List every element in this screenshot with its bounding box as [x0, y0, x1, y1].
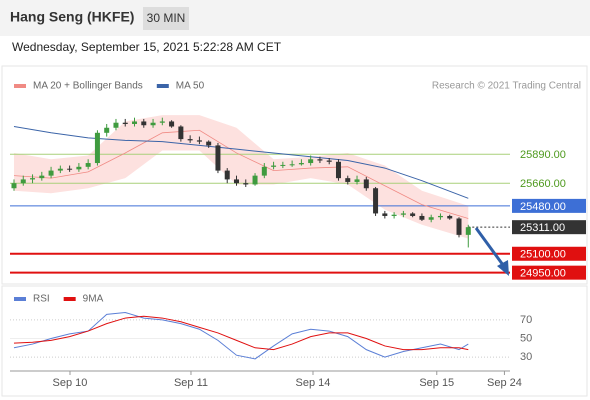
- y-tick-label: 70: [520, 314, 532, 326]
- candle-body: [113, 122, 119, 128]
- candle-body: [465, 227, 471, 235]
- candle-body: [11, 183, 17, 189]
- level-label-box: [512, 198, 586, 213]
- candle-body: [215, 145, 221, 171]
- price-panel: [1, 65, 588, 285]
- rsi-line: [13, 315, 469, 351]
- forecast-arrow: [474, 227, 505, 266]
- candle-body: [335, 161, 341, 179]
- candle-body: [206, 141, 212, 146]
- candle-body: [196, 140, 202, 142]
- candle-body: [410, 213, 416, 216]
- candle-body: [141, 121, 147, 126]
- legend-swatch: [14, 297, 26, 301]
- candle-body: [289, 164, 295, 166]
- level-label-box: [512, 220, 586, 235]
- candle-body: [233, 179, 239, 184]
- level-label-box: [512, 246, 586, 261]
- candle-body: [447, 215, 453, 219]
- candle-body: [85, 163, 91, 167]
- level-label: 25100.00: [520, 249, 566, 261]
- legend-swatch: [156, 84, 169, 88]
- candle-body: [67, 168, 73, 170]
- datetime: Wednesday, September 15, 2021 5:22:28 AM…: [12, 40, 282, 54]
- level-label: 25311.00: [520, 222, 565, 234]
- candle-body: [224, 170, 230, 180]
- x-tick-label: Sep 14: [296, 377, 331, 389]
- candle-body: [261, 166, 267, 176]
- bollinger-band: [13, 115, 469, 239]
- candle-body: [308, 159, 314, 164]
- candle-body: [419, 215, 425, 220]
- x-tick-label: Sep 24: [487, 377, 522, 389]
- candle-body: [48, 170, 54, 176]
- candle-body: [104, 127, 110, 133]
- candle-body: [178, 126, 184, 140]
- header-bar: [0, 0, 590, 36]
- title: Hang Seng (HKFE): [10, 9, 134, 25]
- candle-body: [132, 121, 138, 124]
- legend-label: MA 50: [176, 81, 205, 92]
- candle-body: [437, 215, 443, 218]
- ma-line: [13, 129, 469, 219]
- level-label: 25480.00: [520, 201, 566, 213]
- candle-body: [169, 121, 175, 127]
- candle-body: [94, 132, 100, 164]
- level-label-box: [512, 265, 586, 280]
- level-label: 24950.00: [520, 268, 566, 280]
- candle-body: [122, 122, 128, 124]
- rsi-panel: [1, 285, 588, 397]
- ma-line: [13, 126, 469, 199]
- candle-body: [39, 175, 45, 179]
- y-tick-label: 50: [520, 332, 532, 344]
- candle-body: [298, 163, 304, 165]
- candle-body: [363, 179, 369, 189]
- candle-body: [57, 168, 63, 171]
- candle-body: [150, 122, 156, 126]
- candle-body: [326, 160, 332, 162]
- legend-swatch: [63, 297, 76, 301]
- interval-box[interactable]: [143, 7, 189, 30]
- candle-body: [456, 218, 462, 235]
- legend-label: MA 20 + Bollinger Bands: [33, 81, 143, 92]
- legend-label: RSI: [33, 294, 50, 305]
- candle-body: [354, 179, 360, 182]
- candle-body: [20, 179, 26, 184]
- candle-body: [271, 165, 277, 167]
- candle-body: [391, 214, 397, 216]
- x-tick-label: Sep 10: [53, 377, 88, 389]
- candle-body: [159, 121, 165, 123]
- candle-body: [243, 183, 249, 185]
- candle-body: [345, 178, 351, 182]
- forecast-arrowhead: [497, 260, 509, 276]
- credit: Research © 2021 Trading Central: [432, 81, 581, 92]
- candle-body: [280, 164, 286, 166]
- candle-body: [252, 175, 258, 185]
- interval[interactable]: 30 MIN: [147, 11, 186, 25]
- level-label: 25890.00: [520, 149, 566, 161]
- rsi-line: [13, 311, 469, 360]
- candle-body: [30, 178, 36, 180]
- legend-swatch: [14, 84, 26, 88]
- candle-body: [317, 159, 323, 161]
- candle-body: [382, 213, 388, 216]
- level-label: 25660.00: [520, 178, 566, 190]
- candle-body: [400, 213, 406, 215]
- legend-label: 9MA: [83, 294, 104, 305]
- candle-body: [373, 188, 379, 214]
- x-tick-label: Sep 11: [174, 377, 208, 389]
- y-tick-label: 30: [520, 351, 532, 363]
- candle-body: [428, 217, 434, 220]
- candle-body: [76, 166, 82, 170]
- x-tick-label: Sep 15: [419, 377, 454, 389]
- candle-body: [187, 139, 193, 141]
